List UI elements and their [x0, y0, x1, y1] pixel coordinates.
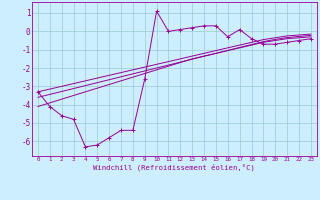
X-axis label: Windchill (Refroidissement éolien,°C): Windchill (Refroidissement éolien,°C) — [93, 164, 255, 171]
